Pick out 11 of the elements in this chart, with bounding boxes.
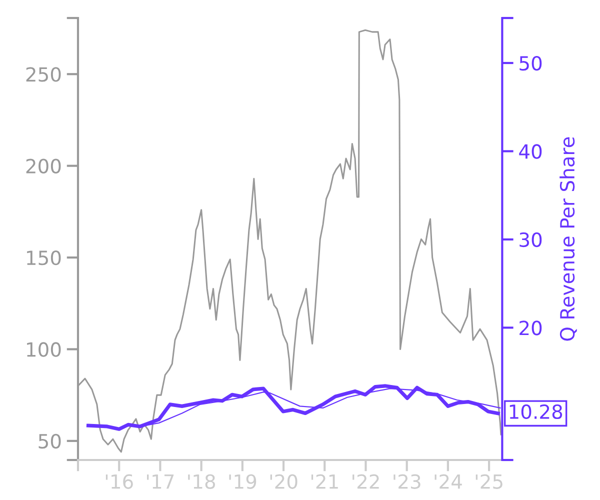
y2-tick-label: 50 [520,56,542,71]
y-tick-label: 50 [38,434,61,449]
y2-axis-title: Q Revenue Per Share [560,137,577,341]
y-tick-label: 250 [26,67,61,82]
data-label: 10.28 [510,404,562,420]
y2-tick-label: 20 [520,320,542,336]
y2-tick-label: 40 [519,144,542,159]
y-tick-label: 200 [26,158,61,174]
y-tick-label: 150 [27,250,61,266]
y-tick-label: 100 [27,342,61,357]
y2-tick-label: 30 [520,232,542,248]
